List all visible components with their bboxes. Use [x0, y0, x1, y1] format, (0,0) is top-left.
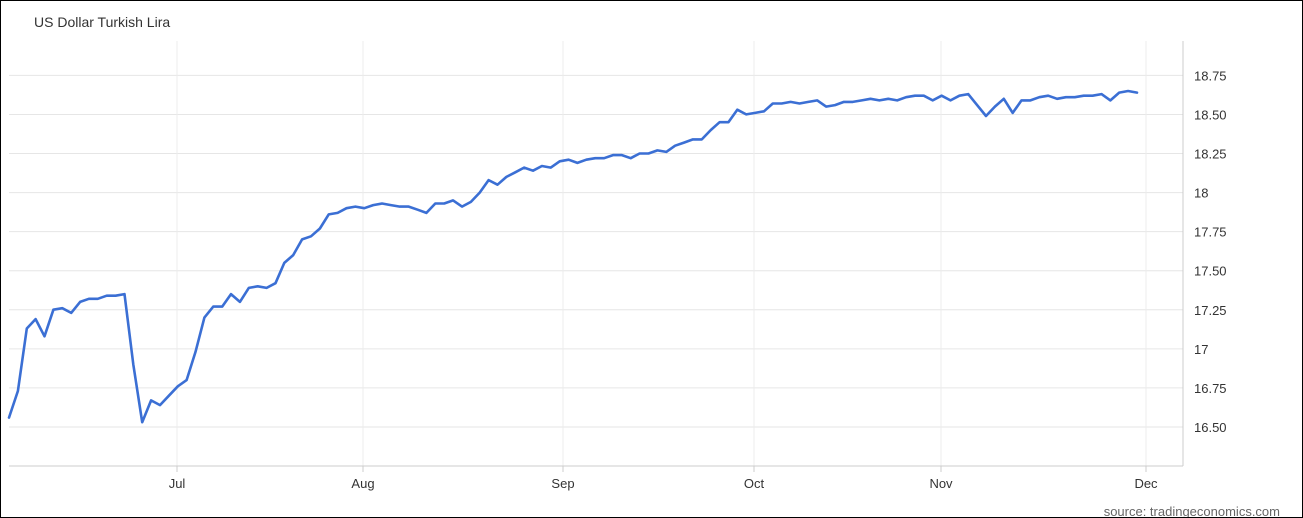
series-line-usdtry [7, 89, 1139, 424]
y-tick-label: 16.75 [1194, 381, 1227, 396]
source-attribution: source: tradingeconomics.com [1103, 504, 1280, 518]
y-tick-label: 17.75 [1194, 225, 1227, 240]
y-tick-label: 18.25 [1194, 147, 1227, 162]
y-tick-label: 18 [1194, 186, 1208, 201]
x-tick-label: Nov [929, 476, 953, 491]
x-tick-label: Jul [169, 476, 186, 491]
x-tick-label: Oct [744, 476, 765, 491]
y-tick-label: 17 [1194, 342, 1208, 357]
x-tick-label: Dec [1134, 476, 1158, 491]
y-tick-label: 16.50 [1194, 420, 1227, 435]
y-tick-label: 18.50 [1194, 107, 1227, 122]
y-tick-label: 17.25 [1194, 303, 1227, 318]
x-tick-label: Sep [551, 476, 574, 491]
y-tick-label: 18.75 [1194, 68, 1227, 83]
chart-title: US Dollar Turkish Lira [34, 14, 171, 30]
y-tick-label: 17.50 [1194, 264, 1227, 279]
x-tick-label: Aug [351, 476, 374, 491]
